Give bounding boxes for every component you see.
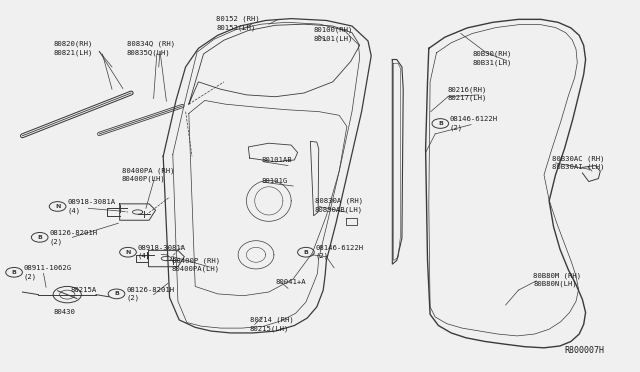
Text: 80101G: 80101G bbox=[261, 178, 287, 184]
Text: 80215A: 80215A bbox=[70, 287, 97, 293]
Text: 80041+A: 80041+A bbox=[275, 279, 306, 285]
Text: 08918-3081A
(4): 08918-3081A (4) bbox=[138, 245, 186, 259]
Text: 08918-3081A
(4): 08918-3081A (4) bbox=[67, 199, 115, 214]
Text: 80B80M (RH)
80B80N(LH): 80B80M (RH) 80B80N(LH) bbox=[533, 272, 581, 287]
Text: B: B bbox=[37, 235, 42, 240]
Text: R800007H: R800007H bbox=[564, 346, 605, 355]
Text: B: B bbox=[114, 291, 119, 296]
Text: B: B bbox=[12, 270, 17, 275]
Text: 08146-6122H
(2): 08146-6122H (2) bbox=[316, 245, 364, 259]
Text: 80214 (RH)
80215(LH): 80214 (RH) 80215(LH) bbox=[250, 317, 293, 332]
Text: 80830A (RH)
80830AB(LH): 80830A (RH) 80830AB(LH) bbox=[315, 198, 363, 213]
Text: B: B bbox=[303, 250, 308, 255]
Text: 80430: 80430 bbox=[53, 309, 75, 315]
Text: 80216(RH)
80217(LH): 80216(RH) 80217(LH) bbox=[448, 86, 488, 101]
Text: 08146-6122H
(2): 08146-6122H (2) bbox=[450, 116, 498, 131]
Text: 80101AB: 80101AB bbox=[261, 157, 292, 163]
Text: 08911-1062G
(2): 08911-1062G (2) bbox=[24, 265, 72, 279]
Text: 80B30AC (RH)
80B30AI (LH): 80B30AC (RH) 80B30AI (LH) bbox=[552, 155, 605, 170]
Text: 08126-8201H
(2): 08126-8201H (2) bbox=[49, 230, 97, 244]
Text: 08126-8201H
(2): 08126-8201H (2) bbox=[126, 287, 174, 301]
Text: N: N bbox=[125, 250, 131, 255]
Text: B: B bbox=[438, 121, 443, 126]
Text: 80400PA (RH)
80400P(LH): 80400PA (RH) 80400P(LH) bbox=[122, 167, 174, 182]
Text: 80152 (RH)
80153(LH): 80152 (RH) 80153(LH) bbox=[216, 16, 260, 31]
Text: 80100(RH)
80101(LH): 80100(RH) 80101(LH) bbox=[314, 27, 353, 42]
Text: 80400P (RH)
80400PA(LH): 80400P (RH) 80400PA(LH) bbox=[172, 257, 220, 272]
Text: 80820(RH)
80821(LH): 80820(RH) 80821(LH) bbox=[53, 41, 93, 56]
Text: 80B30(RH)
80B31(LH): 80B30(RH) 80B31(LH) bbox=[472, 51, 512, 66]
Text: 80834Q (RH)
80835Q(LH): 80834Q (RH) 80835Q(LH) bbox=[127, 41, 175, 56]
Text: N: N bbox=[55, 204, 60, 209]
